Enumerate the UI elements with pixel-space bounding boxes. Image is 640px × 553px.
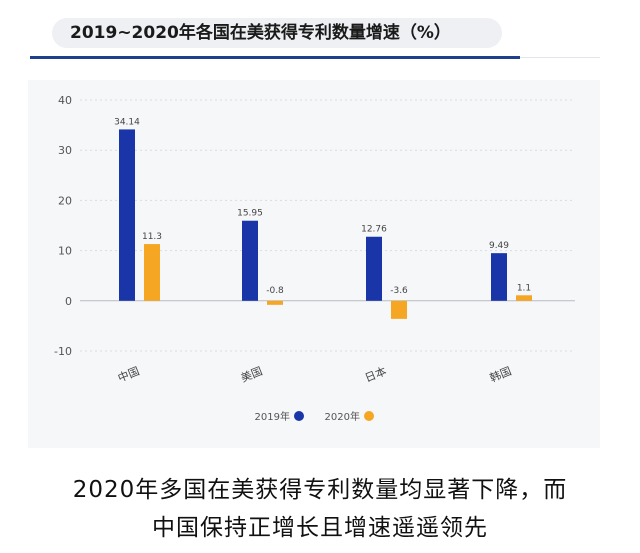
legend-label: 2020年 [325, 410, 360, 423]
y-tick-label: 30 [58, 144, 72, 157]
y-tick-label: 0 [65, 295, 72, 308]
caption-line-1: 2020年多国在美获得专利数量均显著下降，而 [72, 477, 568, 503]
data-label: 9.49 [489, 241, 509, 251]
bar-chart: 40 30 20 10 0 -10 34.14 15.95 12.76 9.49 11.3 -0.8 -… [54, 94, 575, 423]
category-label: 日本 [363, 364, 389, 385]
bar-2020-1 [267, 300, 283, 305]
title-banner [52, 18, 502, 48]
y-tick-label: 40 [58, 94, 72, 107]
y-tick-label: 10 [58, 245, 72, 258]
legend-marker [294, 411, 304, 421]
bar-2020-0 [144, 244, 160, 301]
category-label: 韩国 [488, 364, 514, 385]
title-underline [30, 56, 520, 59]
caption-line-2: 中国保持正增长且增速遥遥领先 [152, 515, 488, 541]
data-label: 15.95 [237, 209, 263, 219]
data-label: -0.8 [266, 286, 284, 296]
data-label: 11.3 [142, 232, 162, 242]
y-tick-label: 20 [58, 194, 72, 207]
y-tick-label: -10 [54, 345, 72, 358]
category-label: 美国 [239, 365, 264, 385]
bar-2019-0 [119, 129, 135, 301]
bar-2019-1 [242, 220, 258, 301]
chart-title: 2019~2020年各国在美获得专利数量增速（%） [70, 23, 451, 43]
data-label: 1.1 [517, 283, 531, 293]
data-label: 12.76 [361, 225, 387, 235]
bar-2020-3 [516, 295, 532, 301]
bar-2019-3 [491, 253, 507, 301]
title-underline-light [520, 57, 600, 58]
legend-label: 2019年 [255, 410, 290, 423]
legend-marker [364, 411, 374, 421]
data-label: -3.6 [390, 286, 408, 296]
category-label: 中国 [116, 365, 141, 385]
bar-2019-2 [366, 236, 382, 301]
data-label: 34.14 [114, 117, 140, 127]
bar-2020-2 [391, 300, 407, 319]
